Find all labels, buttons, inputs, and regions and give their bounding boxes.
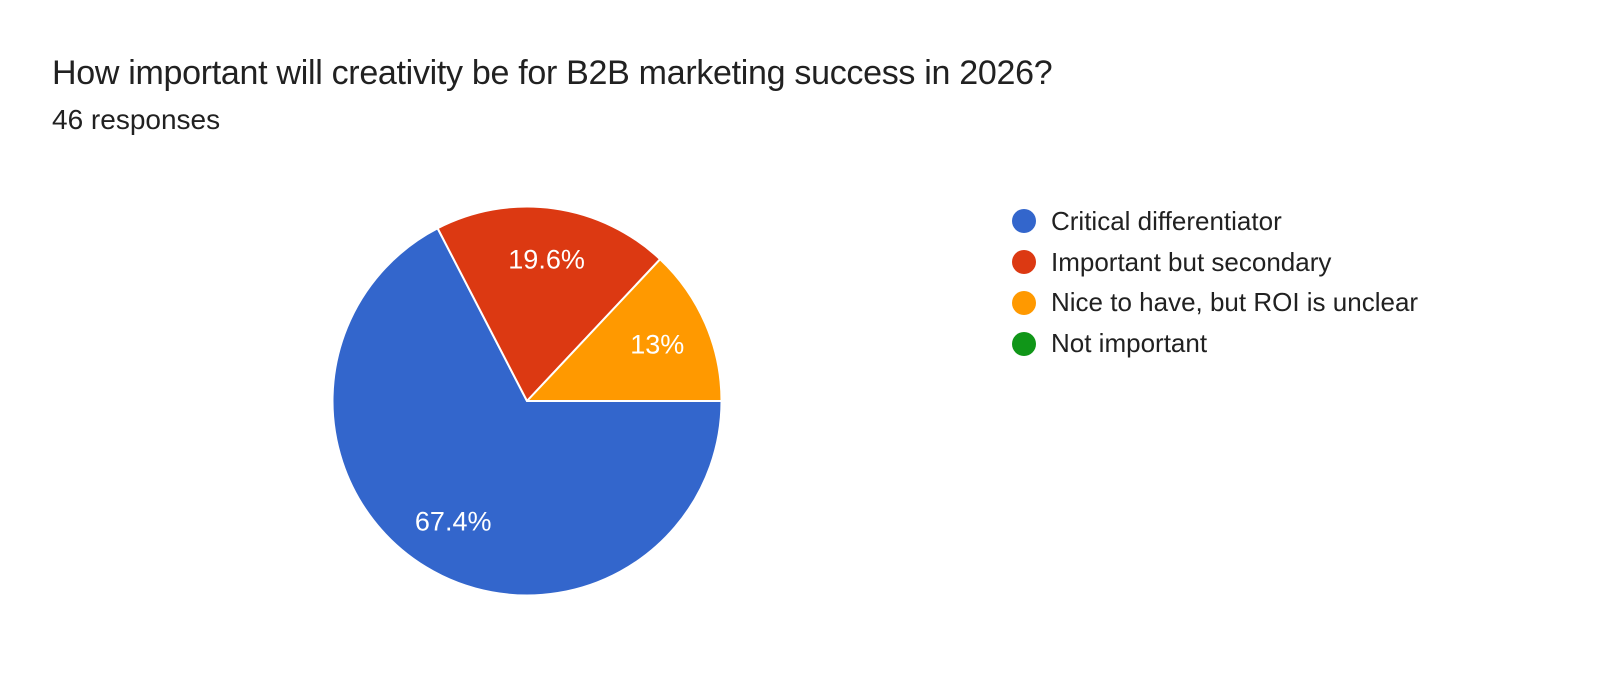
legend-item: Important but secondary [1012,242,1418,283]
legend-item: Nice to have, but ROI is unclear [1012,283,1418,324]
question-title: How important will creativity be for B2B… [52,54,1053,92]
legend-label: Nice to have, but ROI is unclear [1051,287,1419,318]
pie-chart: 67.4% 19.6% 13% [321,195,733,607]
chart-legend: Critical differentiator Important but sec… [1012,201,1418,364]
legend-swatch-icon [1012,209,1036,234]
pie-slice-3[interactable] [526,258,723,402]
legend-label: Critical differentiator [1051,205,1282,236]
legend-swatch-icon [1012,331,1036,356]
pie-slice-2[interactable] [436,205,662,402]
legend-item: Critical differentiator [1012,201,1418,242]
legend-item: Not important [1012,323,1418,364]
pie-slice-1[interactable] [331,227,723,597]
legend-swatch-icon [1012,250,1036,275]
legend-swatch-icon [1012,290,1036,315]
pie-chart-svg [331,205,723,597]
legend-label: Important but secondary [1051,246,1332,277]
response-count: 46 responses [52,104,221,135]
legend-label: Not important [1051,328,1208,359]
